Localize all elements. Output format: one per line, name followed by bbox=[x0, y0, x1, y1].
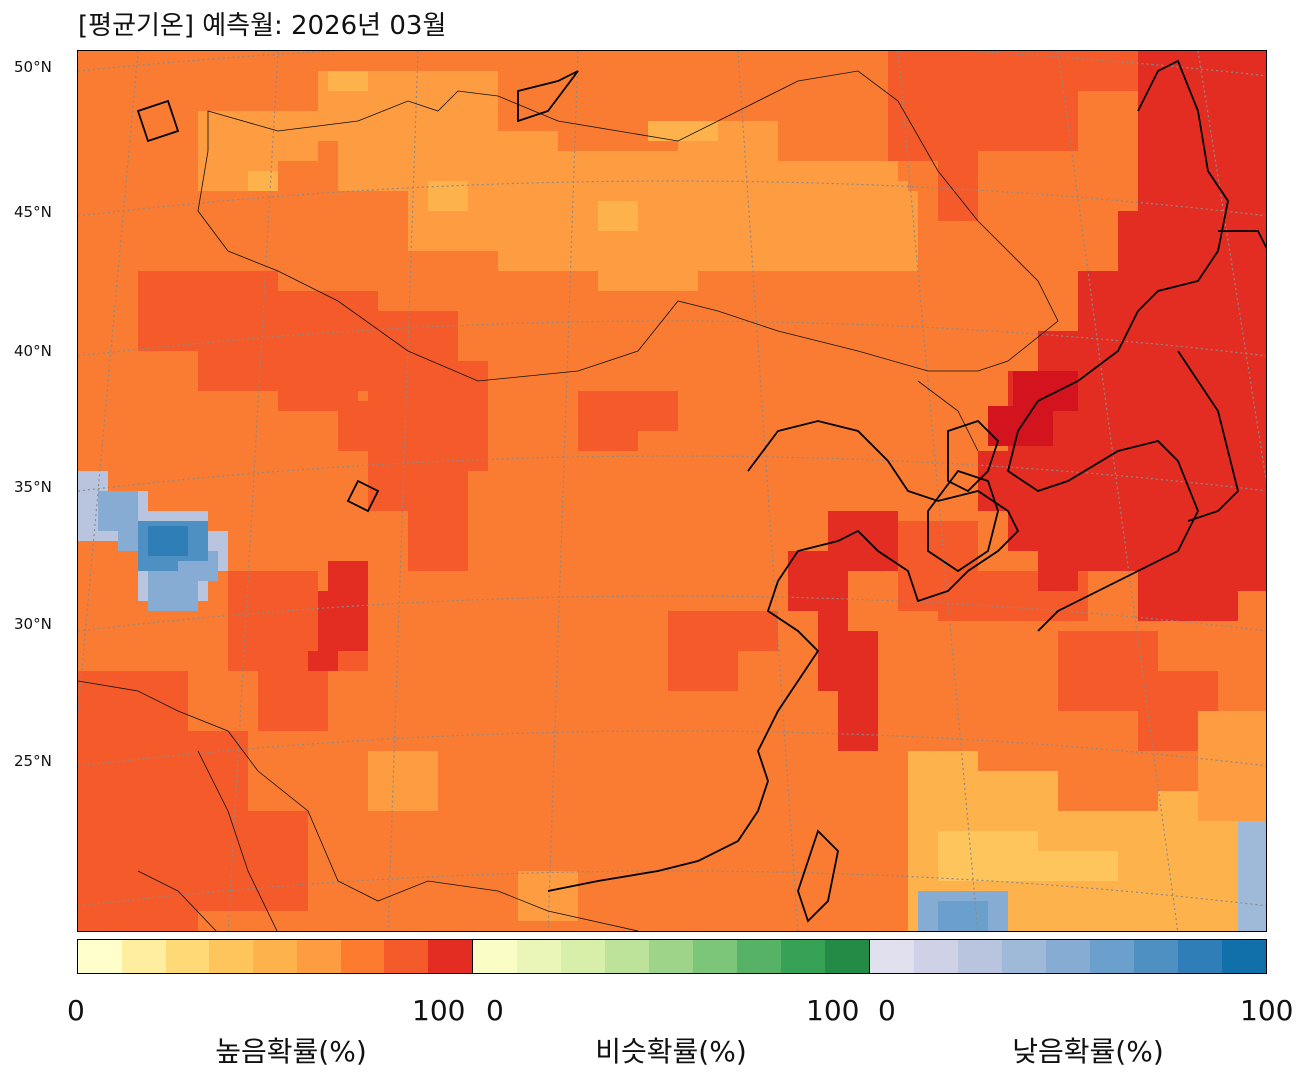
colorbar-segment bbox=[296, 940, 341, 973]
colorbar-segment bbox=[649, 940, 693, 973]
colorbar-low-label: 낮음확률(%) bbox=[1012, 1035, 1164, 1068]
colorbar-segment bbox=[1090, 940, 1134, 973]
colorbar-segment bbox=[914, 940, 958, 973]
pale-region bbox=[938, 831, 1118, 881]
colorbar-high-max-tick: 100 bbox=[412, 994, 466, 1027]
pale-region bbox=[908, 751, 1266, 931]
colorbar-segment bbox=[1002, 940, 1046, 973]
light-orange-region bbox=[198, 111, 318, 191]
colorbar-segment bbox=[781, 940, 825, 973]
graticule bbox=[78, 51, 1266, 931]
colorbar-segment bbox=[958, 940, 1002, 973]
low-probability-region bbox=[1238, 821, 1266, 931]
red-orange-region bbox=[578, 391, 678, 451]
red-orange-region bbox=[1058, 631, 1218, 751]
colorbar-segment bbox=[165, 940, 210, 973]
red-orange-region bbox=[338, 371, 488, 571]
red-orange-region bbox=[888, 51, 1138, 221]
red-orange-region bbox=[78, 671, 308, 931]
colorbar-similar-label: 비슷확률(%) bbox=[595, 1035, 747, 1068]
colorbar-high bbox=[77, 939, 473, 974]
colorbar-low-min-tick: 0 bbox=[878, 994, 896, 1027]
red-orange-region bbox=[228, 571, 368, 731]
colorbar-segment bbox=[209, 940, 254, 973]
lat-label-25n: 25°N bbox=[14, 752, 52, 770]
colorbar-segment bbox=[1178, 940, 1222, 973]
colorbar-segment bbox=[78, 940, 122, 973]
colorbar-segment bbox=[1222, 940, 1266, 973]
colorbar-similar-max-tick: 100 bbox=[806, 994, 860, 1027]
low-probability-region bbox=[938, 901, 988, 931]
map-title: [평균기온] 예측월: 2026년 03월 bbox=[78, 11, 447, 41]
country-borders bbox=[78, 70, 1059, 931]
colorbar-segment bbox=[825, 940, 869, 973]
red-region bbox=[308, 561, 368, 671]
colorbar-segment bbox=[428, 940, 473, 973]
red-region bbox=[978, 51, 1266, 621]
red-region bbox=[788, 511, 898, 751]
colorbar-segment bbox=[384, 940, 429, 973]
colorbar-high-min-tick: 0 bbox=[67, 994, 85, 1027]
lat-label-45n: 45°N bbox=[14, 203, 52, 221]
colorbar-segment bbox=[870, 940, 914, 973]
red-orange-region bbox=[898, 521, 1088, 621]
probability-field bbox=[78, 51, 1266, 931]
forecast-map bbox=[77, 50, 1267, 932]
colorbar-segment bbox=[605, 940, 649, 973]
lat-label-40n: 40°N bbox=[14, 342, 52, 360]
colorbar-segment bbox=[561, 940, 605, 973]
lat-label-50n: 50°N bbox=[14, 58, 52, 76]
colorbar-low-max-tick: 100 bbox=[1240, 994, 1294, 1027]
coastlines bbox=[136, 59, 1266, 923]
colorbar-segment bbox=[1046, 940, 1090, 973]
lat-label-35n: 35°N bbox=[14, 478, 52, 496]
colorbar-segment bbox=[737, 940, 781, 973]
colorbar-high-label: 높음확률(%) bbox=[215, 1035, 367, 1068]
colorbar-similar-min-tick: 0 bbox=[486, 994, 504, 1027]
colorbar-segment bbox=[121, 940, 166, 973]
colorbar-segment bbox=[340, 940, 385, 973]
colorbar-segment bbox=[517, 940, 561, 973]
colorbar-segment bbox=[253, 940, 297, 973]
red-orange-region bbox=[668, 611, 778, 691]
colorbar-segment bbox=[1134, 940, 1178, 973]
lat-label-30n: 30°N bbox=[14, 615, 52, 633]
colorbar-segment bbox=[473, 940, 517, 973]
colorbar-similar bbox=[472, 939, 870, 974]
low-probability-region bbox=[148, 526, 188, 556]
colorbar-low bbox=[869, 939, 1267, 974]
colorbar-segment bbox=[693, 940, 737, 973]
light-orange-region bbox=[848, 181, 908, 261]
